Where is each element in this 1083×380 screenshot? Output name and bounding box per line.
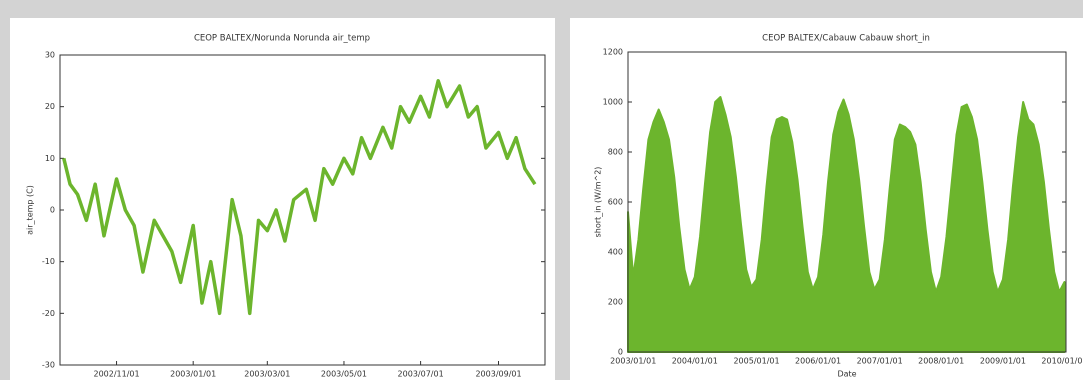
y-tick-label: 10: [45, 154, 55, 163]
x-tick-label: 2003/01/01: [170, 370, 216, 379]
y-tick-label: 30: [45, 51, 55, 60]
x-tick-label: 2002/11/01: [93, 370, 139, 379]
y-tick-label: 200: [608, 298, 623, 307]
chart-title: CEOP BALTEX/Norunda Norunda air_temp: [194, 34, 370, 44]
y-tick-label: 20: [45, 102, 55, 111]
x-tick-label: 2003/03/01: [244, 370, 290, 379]
x-tick-label: 2010/01/01: [1041, 357, 1083, 366]
y-axis-label: air_temp (C): [26, 185, 35, 235]
x-tick-label: 2003/09/01: [475, 370, 521, 379]
y-tick-label: 1200: [603, 48, 623, 57]
panel: [10, 18, 555, 380]
plot-frame: [627, 51, 1067, 353]
x-tick-label: 2003/05/01: [321, 370, 367, 379]
y-tick-label: -30: [42, 361, 55, 370]
y-tick-label: -10: [42, 257, 55, 266]
x-tick-label: 2003/07/01: [398, 370, 444, 379]
x-tick-label: 2005/01/01: [733, 357, 779, 366]
x-tick-label: 2004/01/01: [672, 357, 718, 366]
x-tick-label: 2008/01/01: [918, 357, 964, 366]
line: [62, 79, 537, 316]
y-tick-label: 1000: [603, 98, 623, 107]
x-axis-label: Date: [837, 370, 856, 379]
y-tick-label: -20: [42, 309, 55, 318]
y-tick-label: 400: [608, 248, 623, 257]
y-tick-label: 0: [50, 206, 55, 215]
x-tick-label: 2007/01/01: [857, 357, 903, 366]
x-tick-label: 2006/01/01: [795, 357, 841, 366]
y-tick-label: 600: [608, 198, 623, 207]
y-tick-label: 800: [608, 148, 623, 157]
plot-frame: [59, 54, 546, 366]
y-axis-label: short_in (W/m^2): [594, 167, 603, 238]
y-tick-label: 0: [618, 348, 623, 357]
x-tick-label: 2009/01/01: [980, 357, 1026, 366]
x-tick-label: 2003/01/01: [610, 357, 656, 366]
chart-title: CEOP BALTEX/Cabauw Cabauw short_in: [762, 34, 930, 44]
area: [627, 96, 1066, 353]
